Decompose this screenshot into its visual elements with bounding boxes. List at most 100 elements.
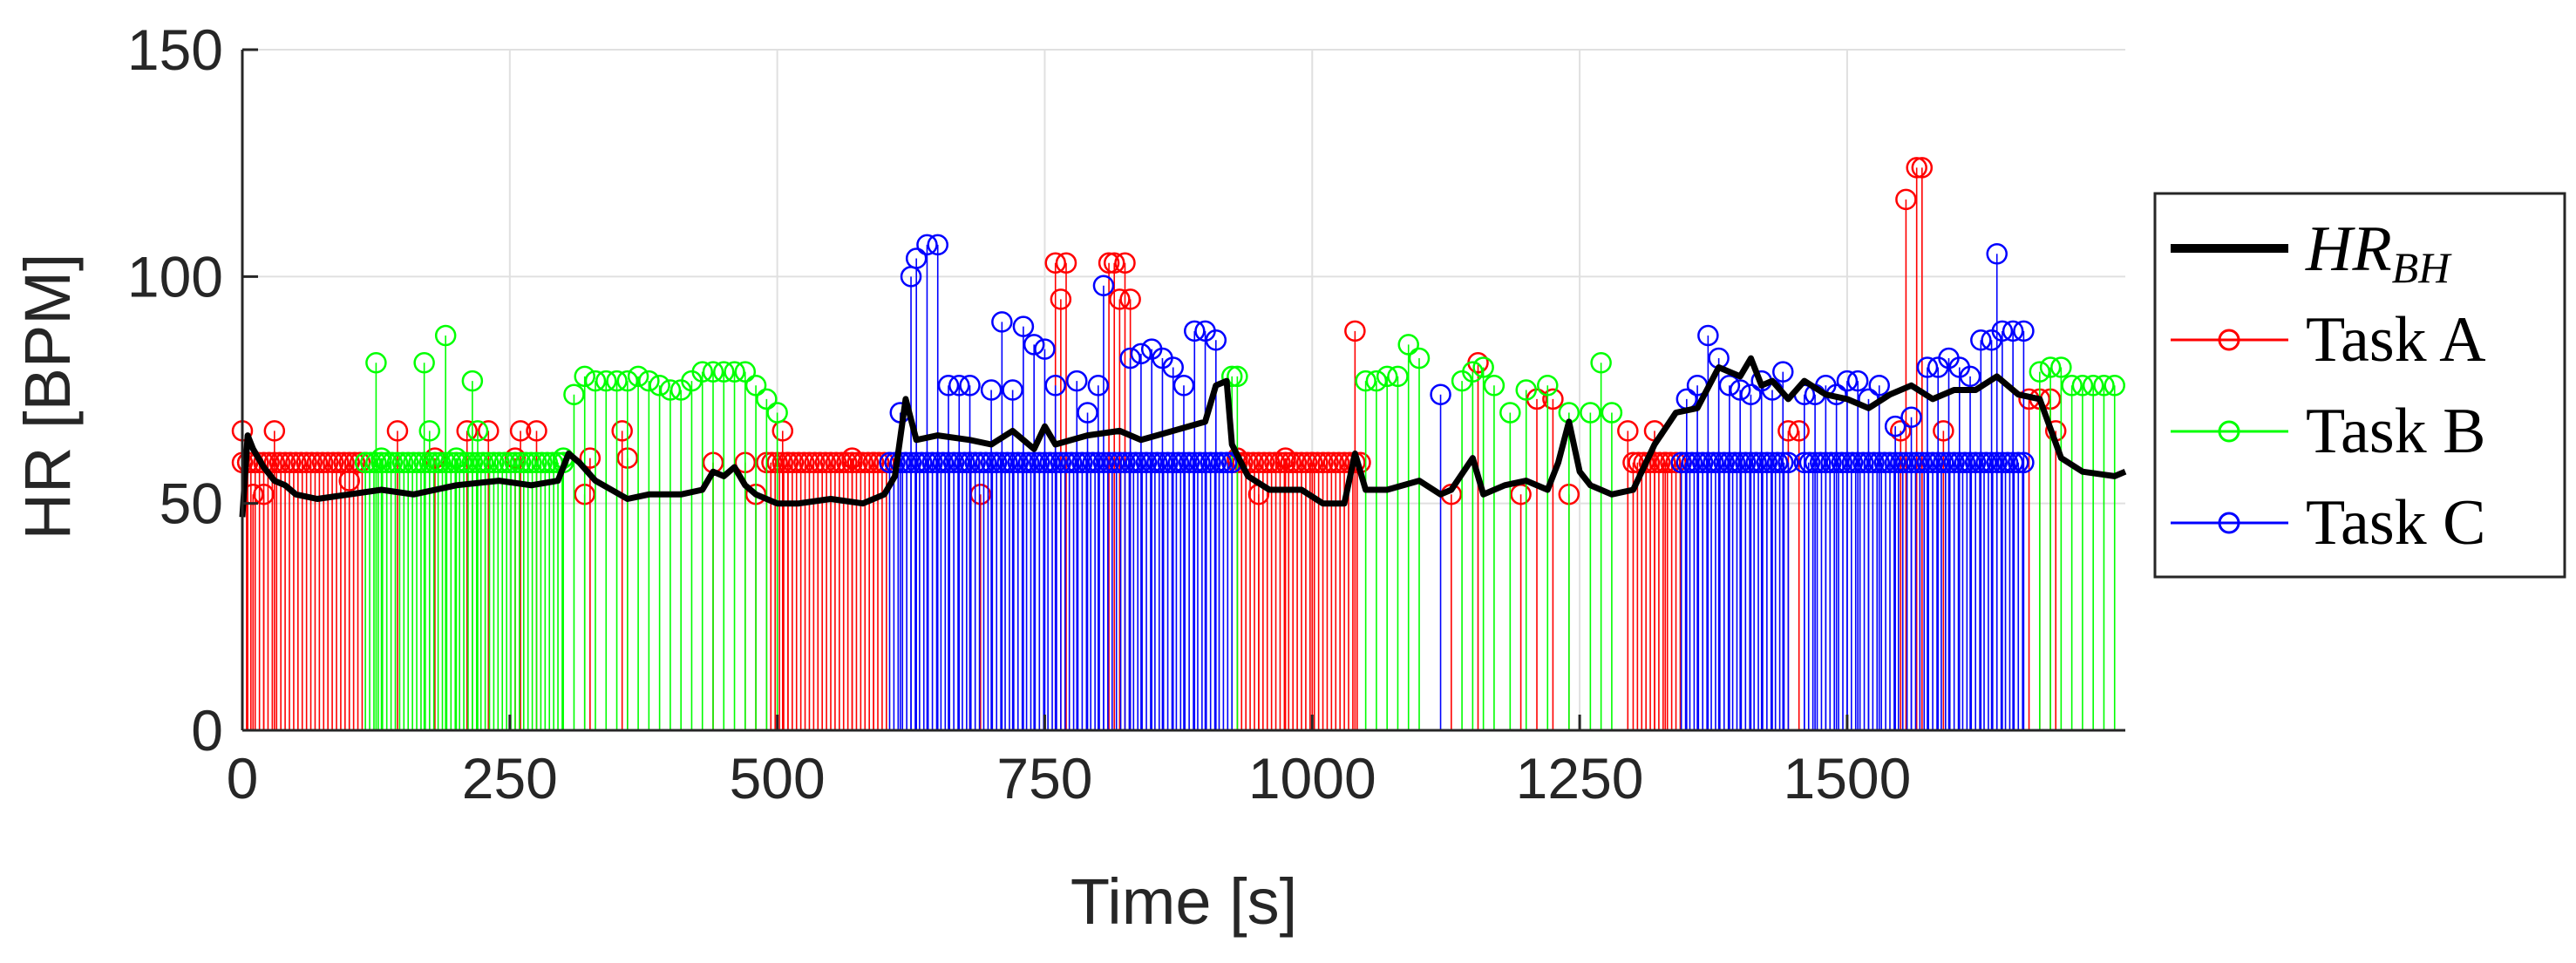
task-c-marker: [1766, 451, 1789, 474]
task-c-marker: [1729, 379, 1751, 401]
task-b-marker: [1601, 402, 1623, 424]
task-a-marker: [799, 451, 820, 474]
task-b-marker: [1387, 365, 1409, 388]
task-b-marker: [531, 451, 553, 474]
task-c-marker: [1135, 451, 1158, 474]
task-a-marker: [1109, 288, 1131, 310]
x-tick-label: 750: [996, 746, 1092, 810]
legend-task-a-marker: [2218, 329, 2240, 351]
task-b-marker: [440, 451, 462, 474]
task-b-marker: [2029, 361, 2051, 383]
x-tick-label: 1250: [1516, 746, 1644, 810]
task-b-marker: [408, 451, 430, 474]
task-b-marker: [1365, 370, 1388, 392]
task-a-marker: [1103, 252, 1125, 274]
task-c-marker: [1119, 347, 1141, 370]
task-c-marker: [1098, 451, 1120, 474]
task-c-marker: [1178, 451, 1200, 474]
task-c-marker: [1841, 451, 1864, 474]
task-b-marker: [2082, 375, 2104, 397]
task-c-marker: [1846, 370, 1869, 392]
task-a-marker: [1119, 288, 1141, 310]
task-c-marker: [948, 375, 970, 397]
legend-task-a-label: Task A: [2306, 304, 2486, 376]
task-b-marker: [2061, 375, 2083, 397]
task-b-marker: [526, 451, 547, 474]
task-c-marker: [937, 375, 960, 397]
task-c-marker: [921, 451, 943, 474]
task-a-marker: [1906, 157, 1927, 179]
task-c-marker: [1172, 375, 1195, 397]
task-a-marker: [611, 420, 633, 442]
task-a-marker: [1055, 252, 1077, 274]
task-b-marker: [2071, 375, 2094, 397]
task-a-marker: [1295, 451, 1318, 474]
task-c-marker: [1215, 451, 1238, 474]
task-a-marker: [814, 451, 837, 474]
task-b-marker: [514, 451, 537, 474]
task-b-marker: [472, 451, 494, 474]
task-b-marker: [365, 352, 387, 374]
task-c-marker: [1670, 451, 1692, 474]
task-a-marker: [1890, 420, 1912, 442]
task-a-marker: [1312, 451, 1334, 474]
task-c-marker: [954, 451, 975, 474]
task-a-marker: [263, 420, 286, 442]
task-b-marker: [627, 365, 649, 388]
task-a-marker: [761, 451, 783, 474]
task-b-marker: [493, 451, 515, 474]
task-a-marker: [316, 451, 339, 474]
task-c-marker: [1109, 451, 1131, 474]
task-c-marker: [1831, 451, 1853, 474]
task-b-marker: [606, 370, 628, 392]
task-c-marker: [1130, 342, 1152, 365]
task-a-marker: [301, 451, 323, 474]
task-c-marker: [1039, 451, 1061, 474]
task-a-marker: [809, 451, 831, 474]
task-b-marker: [1355, 370, 1376, 392]
task-c-marker: [932, 451, 955, 474]
task-a-marker: [1302, 451, 1323, 474]
task-c-marker: [1060, 451, 1083, 474]
task-a-marker: [825, 451, 847, 474]
task-c-marker: [1986, 243, 2008, 265]
task-a-marker: [841, 447, 863, 469]
task-b-marker: [638, 370, 660, 392]
stem-series: [231, 157, 2125, 730]
task-a-marker: [311, 451, 334, 474]
task-a-marker: [279, 451, 302, 474]
task-c-marker: [1890, 451, 1912, 474]
task-b-marker: [734, 361, 757, 383]
task-b-marker: [1580, 402, 1601, 424]
task-c-marker: [1740, 383, 1762, 405]
task-a-marker: [1317, 451, 1339, 474]
task-c-marker: [1184, 320, 1206, 342]
task-c-marker: [1162, 356, 1184, 378]
x-tick-label: 1000: [1248, 746, 1376, 810]
task-a-marker: [1258, 451, 1281, 474]
task-b-marker: [1515, 379, 1537, 401]
task-a-marker: [296, 451, 317, 474]
task-b-marker: [478, 451, 500, 474]
task-a-marker: [787, 451, 810, 474]
task-a-marker: [836, 451, 858, 474]
task-b-marker: [451, 451, 472, 474]
task-b-marker: [1397, 334, 1419, 356]
task-b-stems: [354, 324, 2125, 730]
task-c-marker: [1044, 375, 1066, 397]
task-c-marker: [2013, 320, 2035, 342]
hr-bh-series: [239, 355, 2127, 518]
task-b-marker: [386, 451, 409, 474]
task-c-marker: [1082, 451, 1104, 474]
task-b-marker: [563, 383, 585, 405]
task-c-marker: [1911, 451, 1934, 474]
task-c-marker: [1066, 370, 1088, 392]
task-b-marker: [483, 451, 505, 474]
task-a-marker: [456, 420, 478, 442]
task-b-marker: [376, 451, 398, 474]
task-c-marker: [1921, 451, 1944, 474]
task-a-marker: [1253, 451, 1275, 474]
task-b-marker: [520, 451, 542, 474]
task-a-marker: [1617, 420, 1639, 442]
task-a-marker: [1660, 451, 1682, 474]
